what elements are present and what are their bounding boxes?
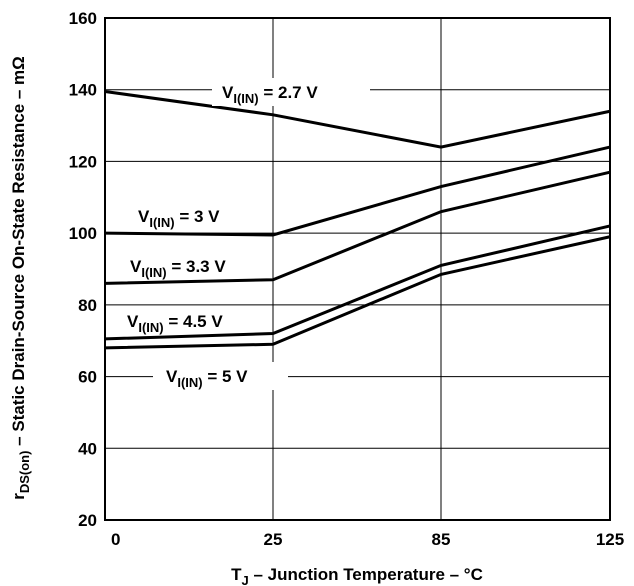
series-line: [104, 170, 611, 285]
plot-area: [104, 17, 611, 521]
y-tick-label: 60: [78, 368, 97, 387]
series-label-background: [212, 78, 370, 106]
y-tick-label: 120: [69, 152, 97, 171]
series-label: VI(IN) = 5 V: [166, 367, 248, 390]
series-label: VI(IN) = 3 V: [138, 207, 220, 230]
series-line: [104, 224, 611, 341]
y-tick-label: 20: [78, 511, 97, 530]
x-tick-label: 85: [432, 530, 451, 549]
series-label: VI(IN) = 3.3 V: [130, 257, 226, 280]
y-tick-label: 160: [69, 9, 97, 28]
x-tick-label: 25: [264, 530, 283, 549]
y-tick-label: 140: [69, 81, 97, 100]
x-axis-ticks: 0 25 85 125: [111, 530, 624, 549]
series-label: VI(IN) = 2.7 V: [222, 83, 318, 106]
y-tick-label: 100: [69, 224, 97, 243]
y-tick-label: 40: [78, 439, 97, 458]
series-line: [104, 145, 611, 237]
y-axis-title: rDS(on) – Static Drain-Source On-State R…: [9, 56, 32, 500]
x-tick-label: 125: [596, 530, 624, 549]
y-tick-label: 80: [78, 296, 97, 315]
series-label: VI(IN) = 4.5 V: [127, 312, 223, 335]
series-line: [104, 235, 611, 350]
series-line: [104, 90, 611, 149]
series-lines: [104, 90, 611, 350]
series-labels: VI(IN) = 2.7 V VI(IN) = 3 V VI(IN) = 3.3 V…: [127, 78, 370, 390]
y-axis-ticks: 20 40 60 80 100 120 140 160: [69, 9, 97, 530]
x-tick-label: 0: [111, 530, 120, 549]
x-axis-title: TJ – Junction Temperature – °C: [231, 565, 483, 586]
series-label-background: [153, 362, 288, 390]
